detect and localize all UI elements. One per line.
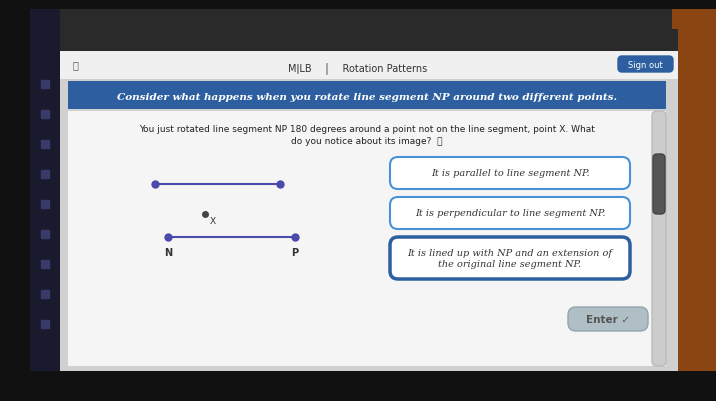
Text: P: P xyxy=(291,247,299,257)
FancyBboxPatch shape xyxy=(390,198,630,229)
Text: X: X xyxy=(210,217,216,225)
Text: 🔒: 🔒 xyxy=(72,60,78,70)
FancyBboxPatch shape xyxy=(390,237,630,279)
Bar xyxy=(68,82,666,110)
Bar xyxy=(68,112,666,366)
FancyBboxPatch shape xyxy=(618,57,673,73)
Bar xyxy=(30,10,60,384)
Text: Consider what happens when you rotate line segment NP around two different point: Consider what happens when you rotate li… xyxy=(117,92,617,101)
Text: It is perpendicular to line segment NP.: It is perpendicular to line segment NP. xyxy=(415,209,605,218)
Text: You just rotated line segment NP 180 degrees around a point not on the line segm: You just rotated line segment NP 180 deg… xyxy=(139,125,595,134)
Bar xyxy=(672,10,716,384)
FancyBboxPatch shape xyxy=(568,307,648,331)
Bar xyxy=(60,30,678,52)
Text: do you notice about its image?  🔊: do you notice about its image? 🔊 xyxy=(291,137,442,146)
Bar xyxy=(60,52,678,80)
Text: MǀLB    │    Rotation Patterns: MǀLB │ Rotation Patterns xyxy=(289,62,427,74)
Text: Sign out: Sign out xyxy=(628,60,662,69)
FancyBboxPatch shape xyxy=(652,112,666,366)
FancyBboxPatch shape xyxy=(653,155,665,215)
Bar xyxy=(0,371,716,401)
Text: It is lined up with NP and an extension of: It is lined up with NP and an extension … xyxy=(407,248,612,257)
FancyBboxPatch shape xyxy=(390,158,630,190)
Bar xyxy=(60,30,678,379)
Text: the original line segment NP.: the original line segment NP. xyxy=(438,260,581,269)
Text: It is parallel to line segment NP.: It is parallel to line segment NP. xyxy=(431,169,589,178)
Text: Enter ✓: Enter ✓ xyxy=(586,314,630,324)
Text: N: N xyxy=(164,247,172,257)
